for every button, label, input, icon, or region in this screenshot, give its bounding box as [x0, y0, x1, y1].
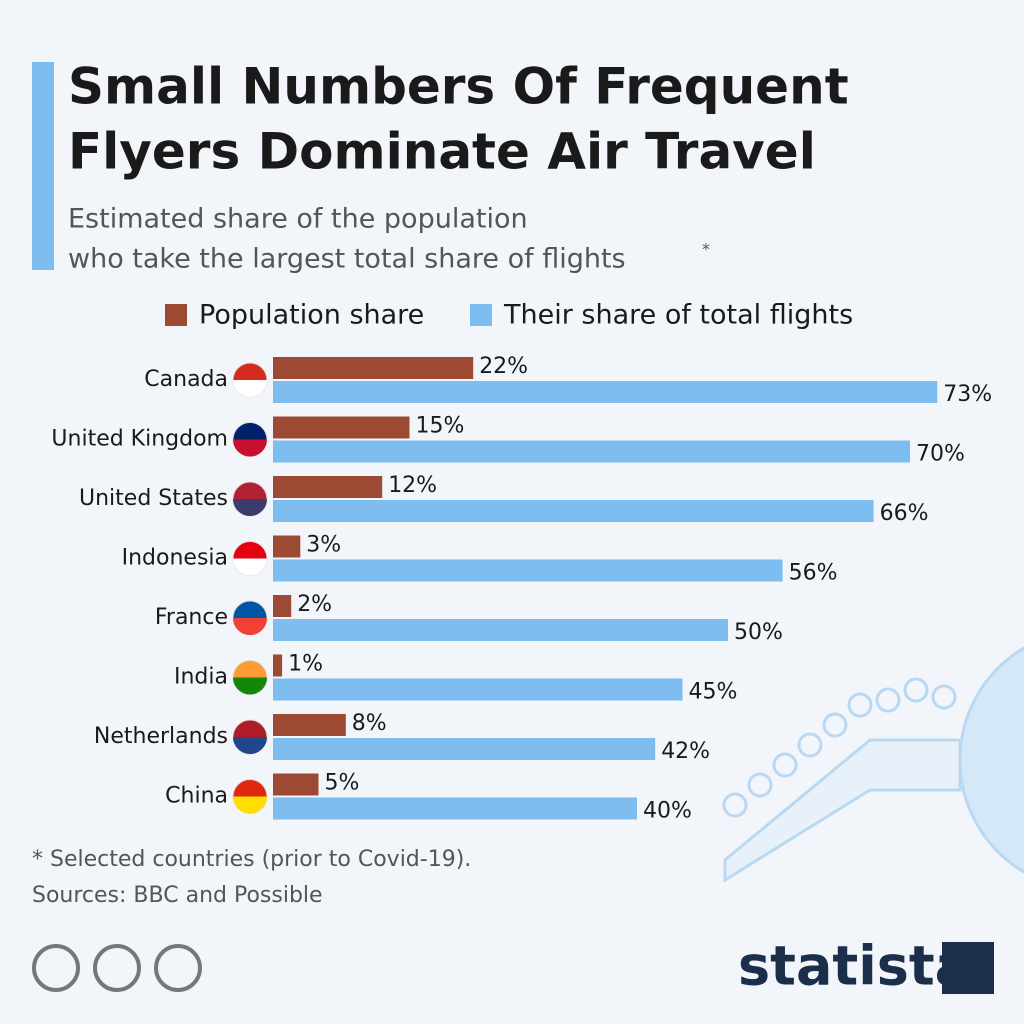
legend-label: Population share [199, 300, 424, 331]
decoration [722, 646, 1024, 883]
category-label: Canada [144, 367, 228, 392]
bar [273, 654, 283, 677]
category-label: Indonesia [122, 546, 228, 571]
category-label: China [165, 784, 228, 809]
bar [273, 619, 728, 641]
value-label: 45% [689, 680, 738, 705]
value-label: 40% [643, 799, 692, 824]
value-label: 66% [880, 501, 929, 526]
value-label: 15% [416, 414, 465, 439]
subtitle-line: Estimated share of the population [68, 204, 528, 235]
value-label: 1% [288, 652, 323, 677]
bar [273, 476, 383, 498]
value-label: 50% [734, 620, 783, 645]
value-label: 73% [943, 382, 992, 407]
category-label: India [174, 665, 228, 690]
accent-bar [32, 62, 54, 270]
flag [233, 796, 267, 814]
license-icons [32, 944, 202, 992]
category-label: United States [79, 486, 228, 511]
category-label: France [155, 605, 228, 630]
footnote: * Selected countries (prior to Covid-19)… [32, 847, 471, 872]
flag [233, 618, 267, 635]
title-line: Flyers Dominate Air Travel [68, 123, 816, 181]
flag [233, 380, 267, 397]
brand: statista [738, 935, 971, 998]
bar [273, 440, 910, 463]
flag [233, 558, 267, 576]
value-label: 5% [325, 771, 360, 796]
bar [273, 500, 874, 522]
legend-swatch [470, 304, 492, 326]
bar [273, 357, 474, 379]
legend-swatch [165, 304, 187, 326]
bar [273, 797, 637, 820]
value-label: 42% [661, 739, 710, 764]
subtitle-line: who take the largest total share of flig… [68, 244, 626, 275]
value-label: 56% [789, 561, 838, 586]
value-label: 22% [479, 354, 528, 379]
subtitle-marker: * [702, 240, 710, 259]
bar [273, 773, 319, 796]
flag [233, 677, 267, 695]
flag [233, 439, 267, 457]
bar [273, 738, 656, 760]
legend-label: Their share of total flights [503, 300, 853, 331]
bar [273, 678, 683, 701]
flag [233, 499, 267, 516]
bar [273, 416, 410, 439]
bar [273, 535, 301, 558]
bar [273, 559, 783, 582]
value-label: 12% [388, 473, 437, 498]
source: Sources: BBC and Possible [32, 883, 323, 908]
value-label: 2% [297, 592, 332, 617]
value-label: 8% [352, 711, 387, 736]
flag [233, 737, 267, 754]
category-label: United Kingdom [51, 427, 228, 452]
value-label: 3% [306, 533, 341, 558]
value-label: 70% [916, 442, 965, 467]
category-label: Netherlands [94, 724, 228, 749]
bar [273, 381, 938, 403]
bar [273, 595, 292, 617]
bar [273, 714, 346, 736]
title-line: Small Numbers Of Frequent [68, 58, 849, 116]
brand-icon [942, 942, 994, 994]
